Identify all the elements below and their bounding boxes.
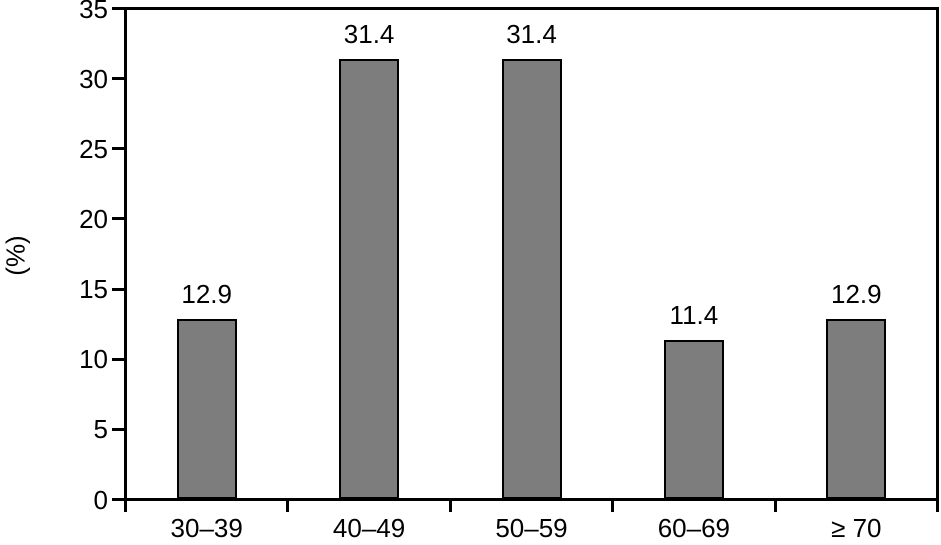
bar-value-label: 12.9: [830, 278, 882, 309]
y-tick: [112, 217, 124, 221]
y-tick-label: 15: [79, 274, 108, 305]
bar: [176, 318, 237, 500]
x-tick: [124, 499, 127, 512]
x-tick: [611, 499, 615, 512]
y-tick: [112, 147, 124, 151]
y-tick: [112, 287, 124, 291]
bar-value-label: 11.4: [669, 299, 719, 330]
x-tick-label: 60–69: [657, 513, 731, 543]
y-tick: [112, 7, 124, 10]
y-tick-label: 5: [93, 414, 108, 445]
y-tick-label: 25: [79, 133, 108, 164]
y-tick: [112, 427, 124, 431]
bar: [663, 339, 724, 500]
y-tick-label: 20: [79, 203, 108, 234]
x-tick: [286, 499, 290, 512]
bar-value-label: 12.9: [181, 278, 232, 309]
y-tick: [112, 498, 124, 501]
y-tick: [112, 77, 124, 81]
bar: [826, 318, 887, 500]
x-tick-label: 40–49: [332, 513, 406, 543]
y-tick-label: 30: [79, 63, 108, 94]
x-tick: [936, 499, 939, 512]
x-tick: [773, 499, 777, 512]
bar: [501, 59, 562, 500]
y-tick-label: 0: [93, 484, 108, 515]
x-tick-label: 30–39: [170, 513, 243, 543]
y-tick-label: 35: [79, 0, 108, 24]
y-tick: [112, 357, 124, 361]
x-tick-label: ≥ 70: [831, 513, 882, 543]
x-tick: [448, 499, 452, 512]
bar: [339, 59, 400, 500]
y-tick-label: 10: [79, 344, 108, 375]
bar-value-label: 31.4: [343, 19, 395, 49]
x-tick-label: 50–59: [495, 513, 568, 543]
bar-value-label: 31.4: [506, 19, 557, 49]
